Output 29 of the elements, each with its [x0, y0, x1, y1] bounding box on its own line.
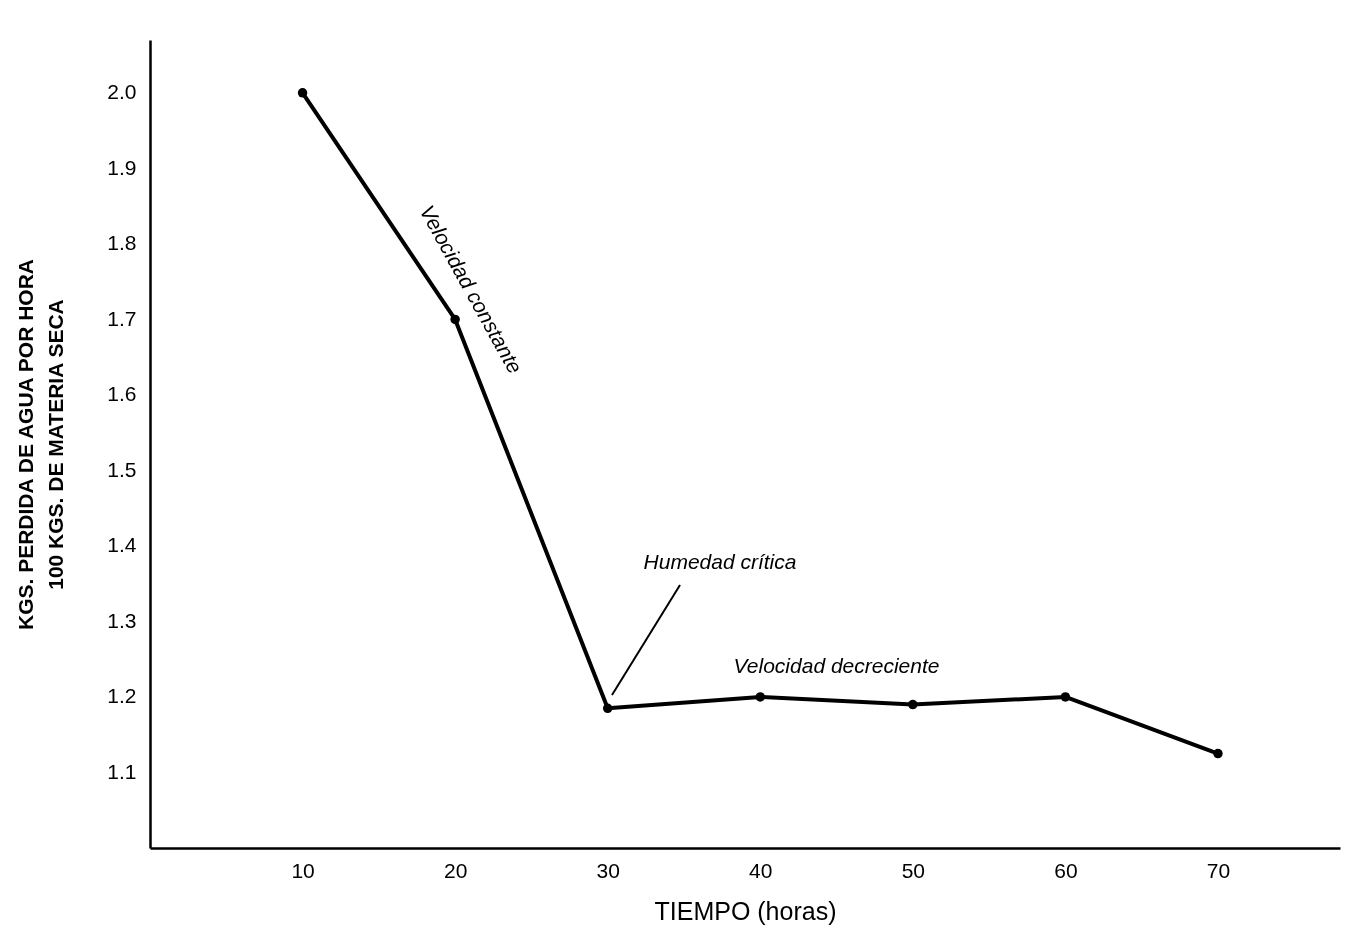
annotation: Velocidad decreciente: [733, 653, 940, 677]
text: KGS. PERDIDA DE AGUA POR HORA: [14, 258, 38, 631]
y-tick-label: 1.5: [107, 457, 137, 481]
annotation: Humedad crítica: [643, 550, 797, 573]
text: 100 KGS. DE MATERIA SECA: [44, 299, 68, 590]
x-tick-label: 10: [291, 858, 315, 882]
x-tick-label: 50: [901, 858, 925, 882]
y-tick-label: 1.8: [107, 231, 137, 255]
y-tick-label: 1.7: [107, 306, 137, 330]
x-tick-label: 70: [1206, 858, 1231, 882]
y-tick-label: 1.4: [107, 533, 137, 557]
point: [755, 692, 765, 702]
point: [297, 88, 308, 98]
y-tick-label: 1.6: [107, 382, 137, 406]
y-tick-label: 1.3: [107, 608, 137, 632]
x-tick-label: 60: [1054, 858, 1078, 882]
x-axis-title: TIEMPO (horas): [654, 896, 837, 925]
x-tick-label: 30: [596, 858, 620, 882]
y-tick-label: 1.2: [107, 684, 137, 708]
point: [450, 314, 460, 325]
x-tick-label: 40: [749, 858, 773, 882]
y-tick-label: 2.0: [107, 80, 137, 104]
point: [602, 703, 613, 714]
x-tick-label: 20: [443, 858, 468, 882]
point: [908, 699, 918, 710]
point: [1060, 692, 1071, 702]
point: [1213, 748, 1223, 759]
y-tick-label: 1.1: [107, 759, 137, 783]
y-tick-label: 1.9: [107, 155, 137, 179]
